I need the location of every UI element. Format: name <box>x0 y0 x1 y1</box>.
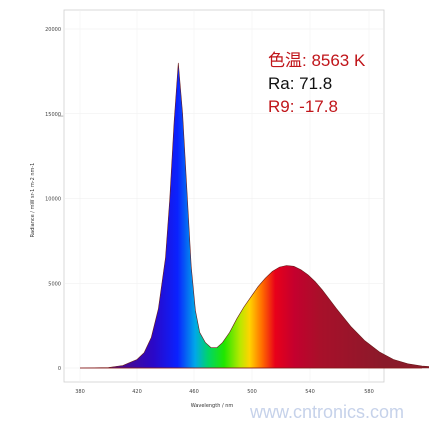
x-axis-ticks: 380 420 460 500 540 580 <box>75 389 374 395</box>
x-tick-label: 540 <box>305 389 315 395</box>
annotation-r9: R9: -17.8 <box>268 97 338 116</box>
annotation-color-temperature: 色温: 8563 K <box>268 51 366 70</box>
spectrum-area <box>79 62 429 369</box>
y-tick-label: 0 <box>58 366 61 372</box>
y-tick-label: 10000 <box>45 197 61 203</box>
y-axis-ticks: 0 5000 10000 15000 20000 <box>45 27 61 372</box>
x-tick-label: 500 <box>247 389 257 395</box>
annotation-ra: Ra: 71.8 <box>268 74 332 93</box>
y-axis-secondary-ticks: | <box>58 115 64 117</box>
watermark: www.cntronics.com <box>249 402 404 422</box>
y-tick-label: 20000 <box>45 27 61 33</box>
x-tick-label: 420 <box>132 389 142 395</box>
x-tick-label: 380 <box>75 389 85 395</box>
x-tick-label: 580 <box>364 389 374 395</box>
svg-text:|: | <box>58 115 64 117</box>
x-axis-label: Wavelength / nm <box>191 403 234 409</box>
y-axis-label: Radiance / mW sr-1 m-2 nm-1 <box>30 163 36 238</box>
y-tick-label: 15000 <box>45 112 61 118</box>
x-tick-label: 460 <box>189 389 199 395</box>
y-tick-label: 5000 <box>48 281 61 287</box>
